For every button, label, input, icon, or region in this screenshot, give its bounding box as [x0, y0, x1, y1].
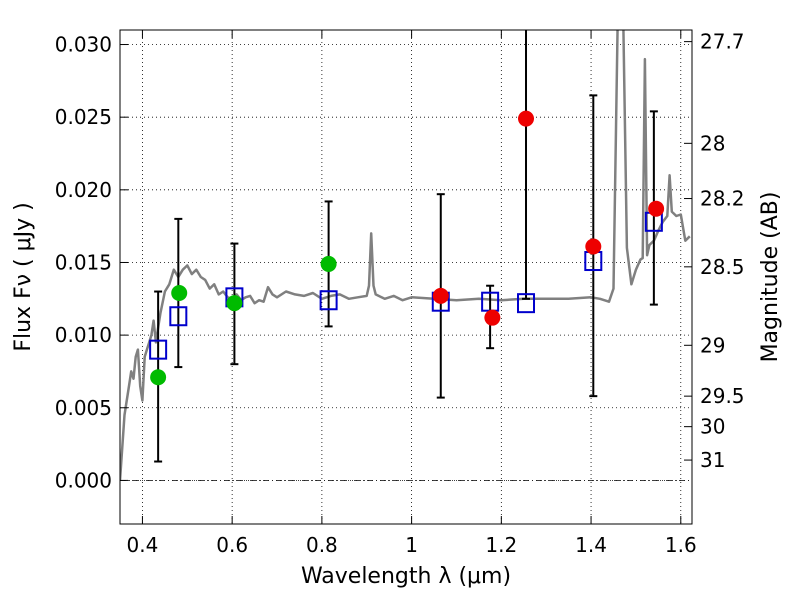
green-data-point	[320, 255, 337, 272]
x-tick-label: 0.8	[306, 533, 338, 557]
red-data-point	[585, 238, 602, 255]
magnitude-tick-label: 28	[700, 131, 725, 155]
red-data-point	[518, 110, 535, 127]
green-data-point	[171, 284, 188, 301]
green-markers	[150, 255, 337, 386]
model-photometry-square	[319, 290, 338, 311]
x-tick-label: 1.6	[665, 533, 697, 557]
magnitude-tick-label: 28.5	[700, 255, 745, 279]
magnitude-axis-ticks: 27.7 28 28.2 28.5 29 29.5 30 31	[684, 30, 745, 472]
x-tick-label: 1.4	[575, 533, 607, 557]
y-tick-label: 0.000	[55, 468, 112, 492]
y-axis-ticks: 0.000 0.005 0.010 0.015 0.020 0.025 0.030	[55, 33, 128, 492]
grid	[120, 30, 692, 524]
green-data-point	[150, 369, 167, 386]
x-tick-label: 0.6	[216, 533, 248, 557]
red-data-point	[432, 287, 449, 304]
y-tick-label: 0.015	[55, 250, 112, 274]
green-data-point	[226, 295, 243, 312]
plot-background	[120, 30, 692, 524]
magnitude-tick-label: 29.5	[700, 384, 745, 408]
y-tick-label: 0.030	[55, 33, 112, 57]
magnitude-axis-label: Magnitude (AB)	[758, 192, 783, 363]
magnitude-tick-label: 31	[700, 448, 725, 472]
model-photometry-square	[517, 293, 536, 314]
y-tick-label: 0.025	[55, 105, 112, 129]
x-axis-ticks: 0.4 0.6 0.8 1 1.2 1.4 1.6	[127, 30, 697, 557]
y-tick-label: 0.010	[55, 323, 112, 347]
y-axis-label: Flux Fν ( μJy )	[11, 202, 36, 351]
magnitude-tick-label: 28.2	[700, 187, 745, 211]
y-tick-label: 0.020	[55, 178, 112, 202]
magnitude-tick-label: 29	[700, 333, 725, 357]
model-photometry-square	[149, 339, 168, 360]
y-tick-label: 0.005	[55, 396, 112, 420]
model-photometry-square	[169, 306, 188, 327]
plot-frame	[119, 29, 693, 525]
red-data-point	[484, 309, 501, 326]
magnitude-tick-label: 27.7	[700, 30, 745, 54]
red-markers	[432, 110, 665, 326]
magnitude-tick-label: 30	[700, 415, 725, 439]
x-tick-label: 1	[405, 533, 418, 557]
x-axis-label: Wavelength λ (μm)	[301, 564, 511, 589]
red-data-point	[648, 200, 665, 217]
x-tick-label: 1.2	[485, 533, 517, 557]
x-tick-label: 0.4	[127, 533, 159, 557]
